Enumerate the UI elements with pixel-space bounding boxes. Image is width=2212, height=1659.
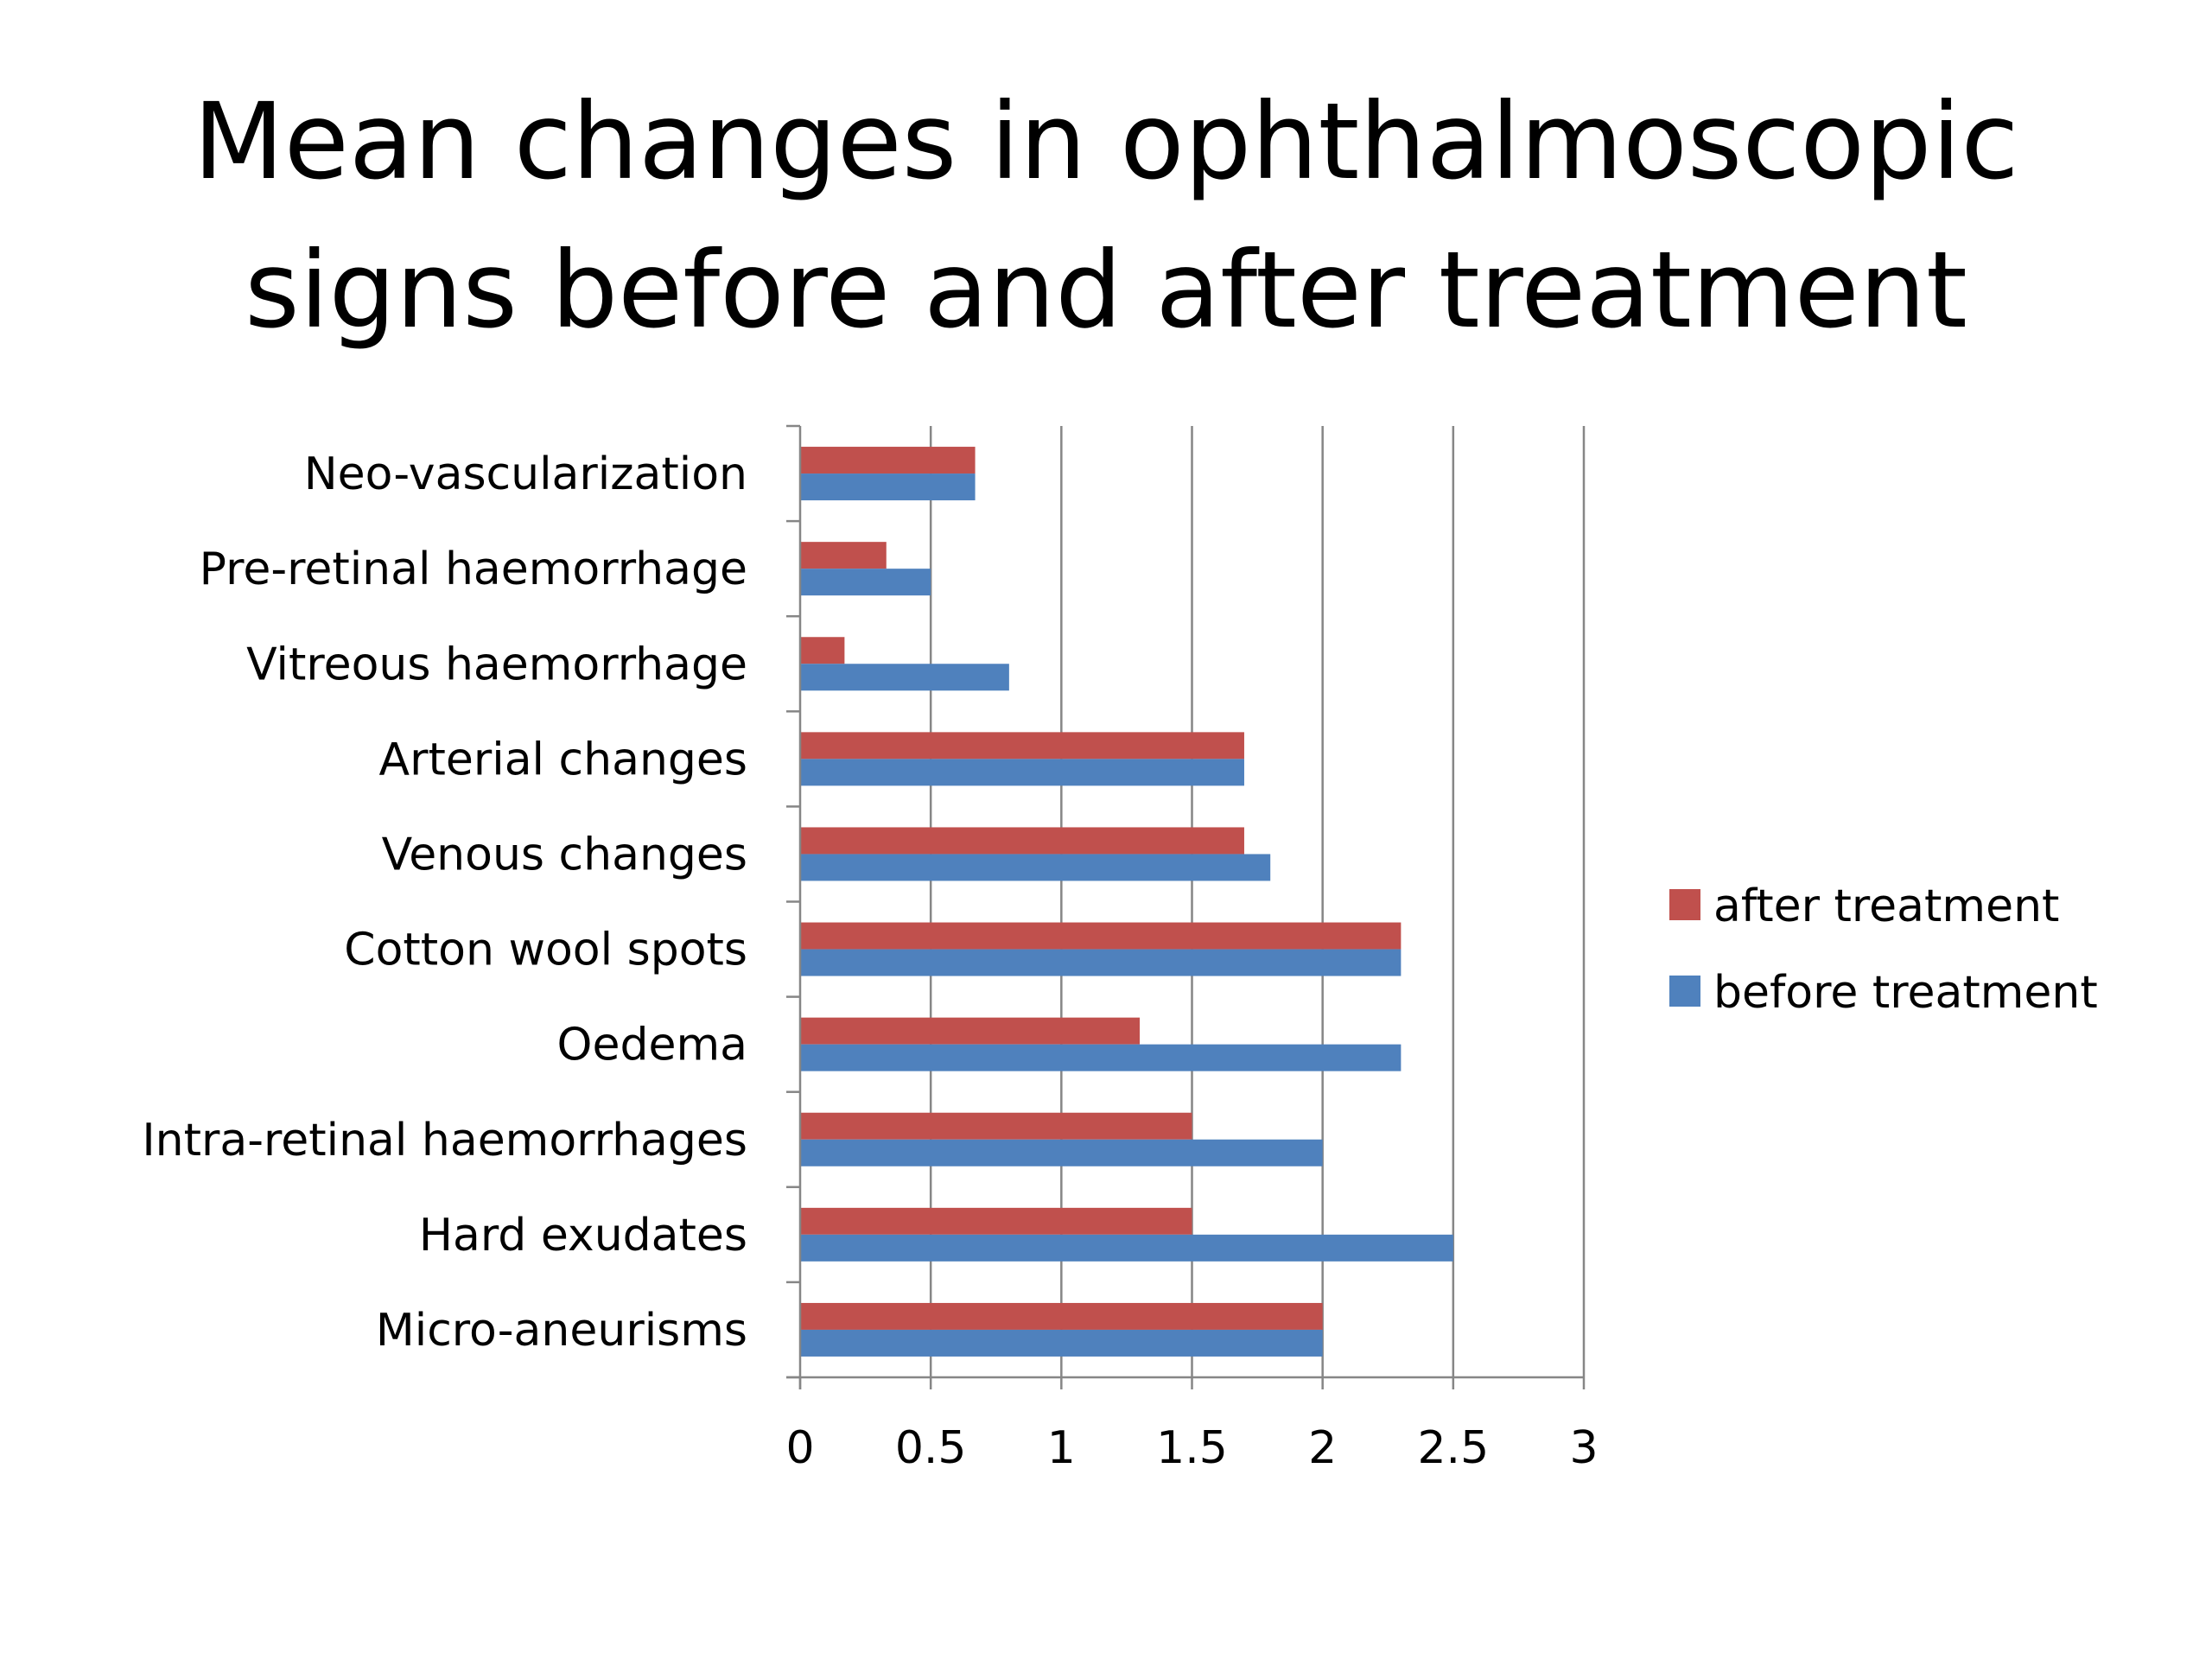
x-tick-label: 2.5 <box>1417 1422 1489 1474</box>
bar-before <box>800 569 931 596</box>
category-label: Vitreous haemorrhage <box>246 639 747 690</box>
bar-before <box>800 474 976 501</box>
bar-after <box>800 1112 1192 1140</box>
title-line-1: Mean changes in ophthalmoscopic <box>193 80 2019 203</box>
category-label: Venous changes <box>382 829 747 880</box>
legend-swatch <box>1669 976 1700 1007</box>
bar-before <box>800 949 1402 976</box>
bar-after <box>800 1302 1323 1330</box>
bar-after <box>800 732 1244 760</box>
category-label: Hard exudates <box>419 1210 747 1262</box>
x-tick-label: 2 <box>1308 1422 1337 1474</box>
category-label: Pre-retinal haemorrhage <box>200 543 747 595</box>
bar-after <box>800 447 976 474</box>
category-label: Cotton wool spots <box>344 925 747 976</box>
legend-label: after treatment <box>1713 880 2059 932</box>
bar-before <box>800 1139 1323 1166</box>
bar-after <box>800 542 887 569</box>
bar-before <box>800 759 1244 786</box>
category-label: Micro-aneurisms <box>376 1305 747 1357</box>
bar-after <box>800 827 1244 855</box>
bar-after <box>800 922 1402 950</box>
bar-before <box>800 1234 1453 1262</box>
legend-label: before treatment <box>1713 967 2098 1019</box>
x-tick-label: 0 <box>785 1422 814 1474</box>
category-label: Neo-vascularization <box>304 448 747 500</box>
bar-after <box>800 1017 1141 1045</box>
bar-before <box>800 664 1009 691</box>
labels: 0 0.5 1 1.5 2 2.5 3 Neo-vascularization Pre-reti… <box>142 448 1598 1474</box>
axes <box>786 424 1586 1389</box>
bar-after <box>800 1207 1192 1235</box>
bar-after <box>800 637 845 664</box>
category-label: Intra-retinal haemorrhages <box>142 1115 747 1166</box>
category-label: Oedema <box>557 1020 747 1071</box>
bar-before <box>800 854 1271 881</box>
bar-before <box>800 1044 1402 1071</box>
slide-title: Mean changes in ophthalmoscopic signs be… <box>0 67 2212 365</box>
x-tick-label: 1 <box>1047 1422 1076 1474</box>
category-label: Arterial changes <box>379 734 747 785</box>
title-line-2: signs before and after treatment <box>245 229 1967 352</box>
x-tick-label: 1.5 <box>1156 1422 1228 1474</box>
bars <box>800 447 1453 1357</box>
legend-swatch <box>1669 889 1700 920</box>
bar-before <box>800 1329 1323 1357</box>
x-tick-label: 0.5 <box>895 1422 967 1474</box>
legend: after treatment before treatment <box>1669 880 2098 1019</box>
x-tick-label: 3 <box>1569 1422 1598 1474</box>
